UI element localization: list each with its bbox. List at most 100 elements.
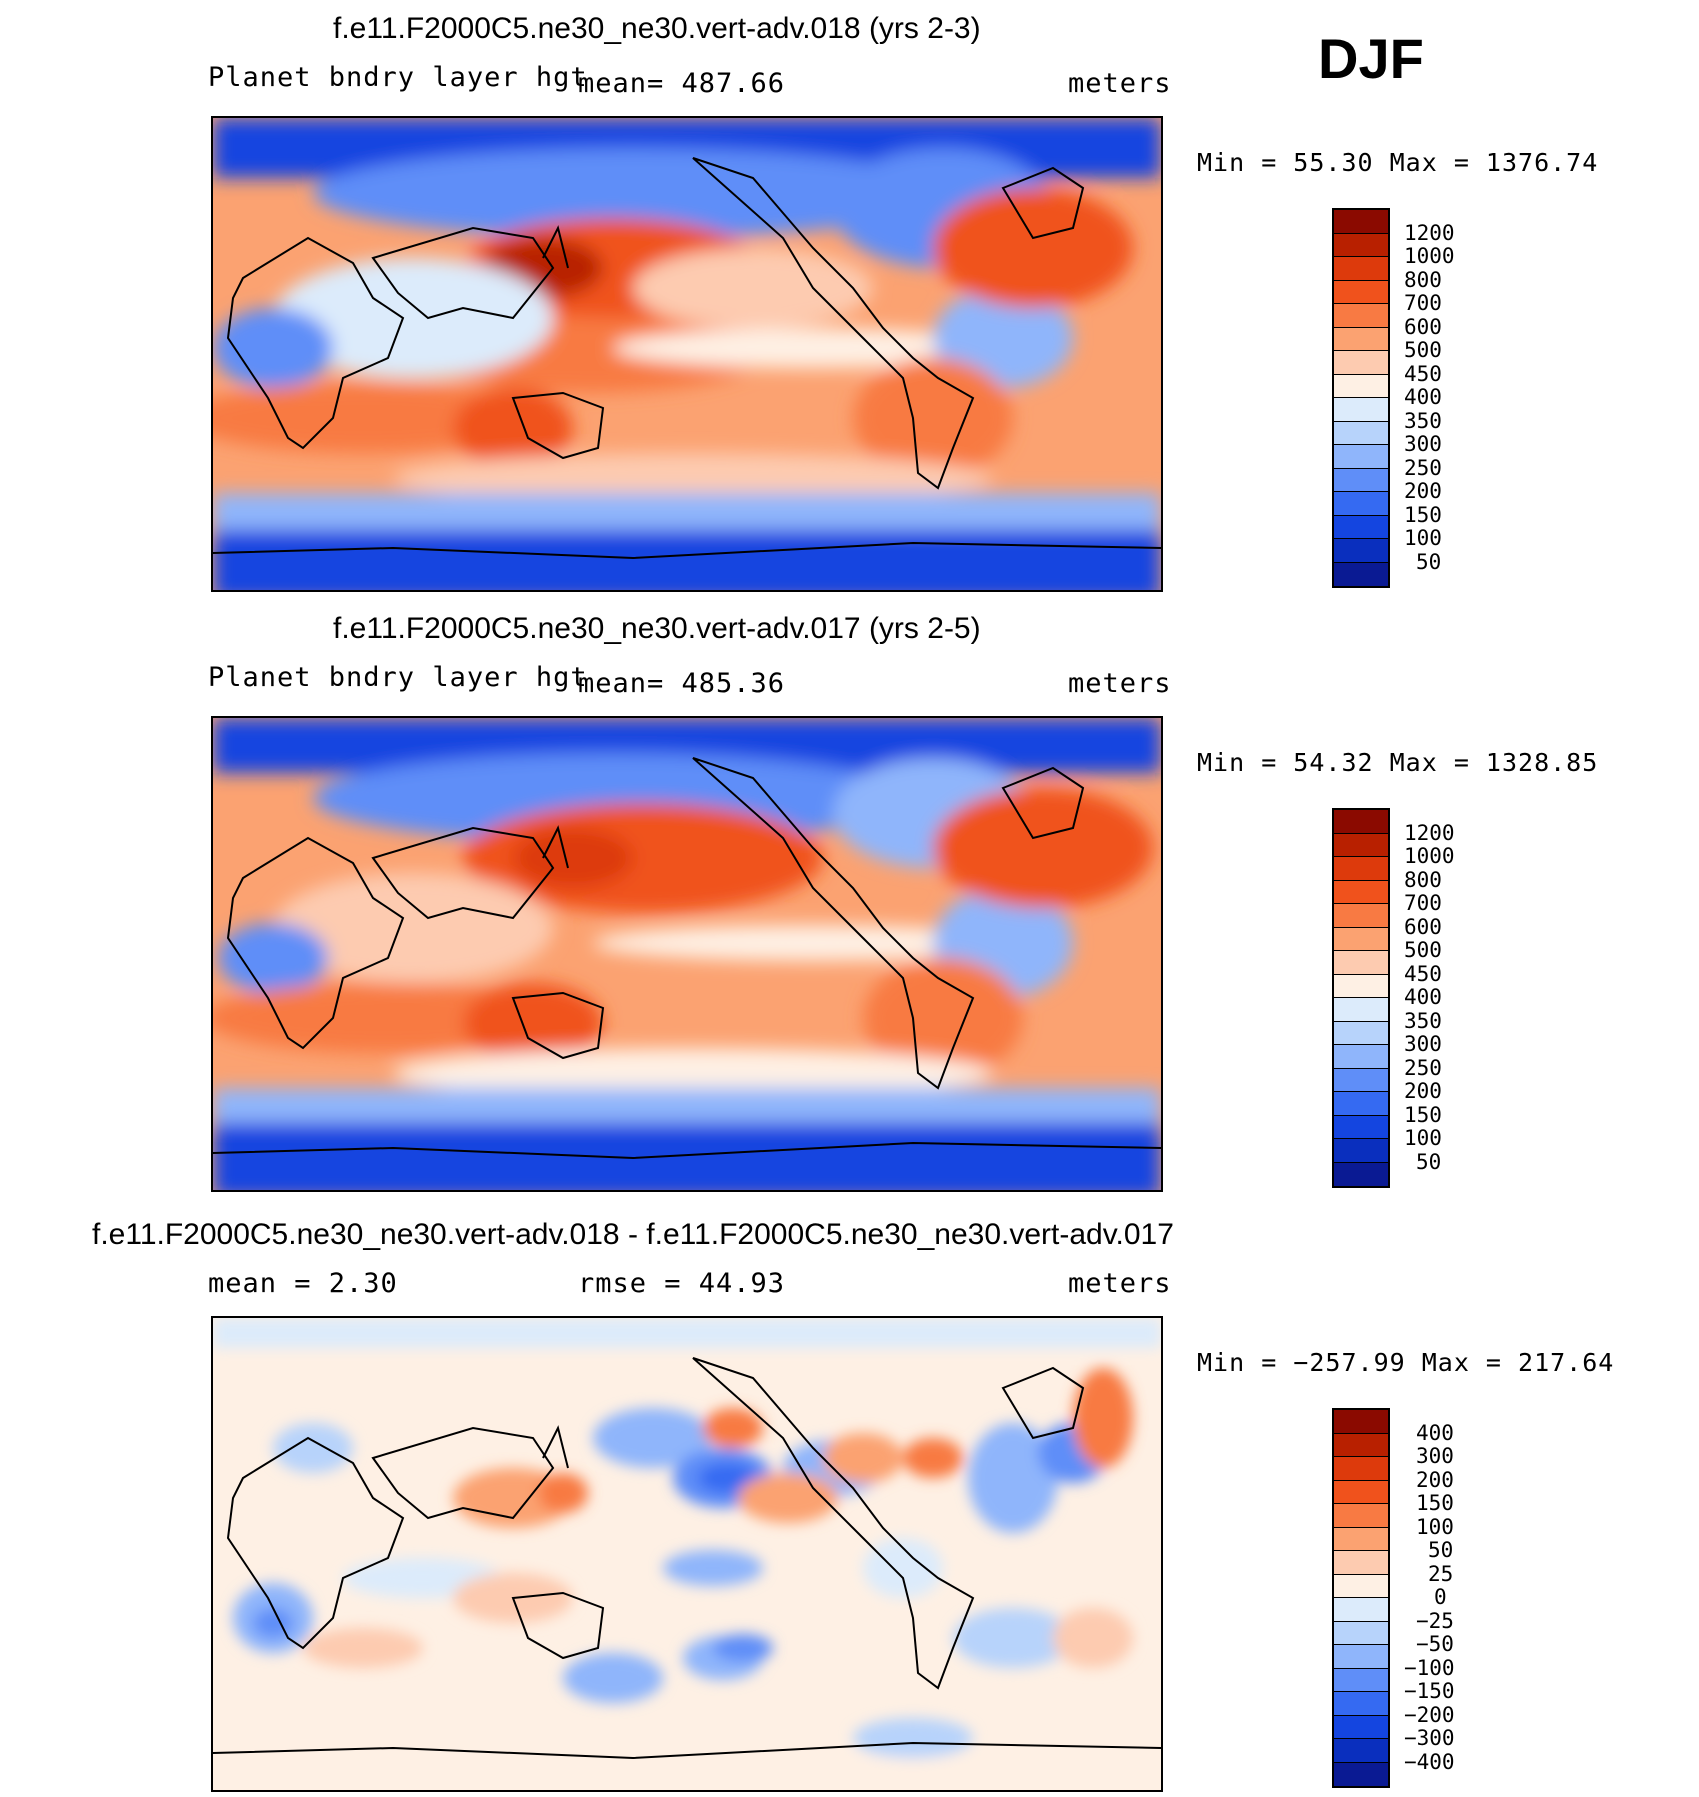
colorbar-swatch bbox=[1334, 421, 1388, 445]
colorbar-label: 100 bbox=[1404, 1126, 1442, 1150]
colorbar-label: 250 bbox=[1404, 456, 1442, 480]
colorbar-label: 500 bbox=[1404, 938, 1442, 962]
panel-2-units: meters bbox=[1068, 668, 1172, 699]
colorbar-label: 250 bbox=[1404, 1056, 1442, 1080]
colorbar-swatch bbox=[1334, 304, 1388, 328]
colorbar-swatch bbox=[1334, 374, 1388, 398]
panel-1-units: meters bbox=[1068, 68, 1172, 99]
colorbar-swatch bbox=[1334, 327, 1388, 351]
panel-2-map bbox=[211, 716, 1163, 1192]
panel-1-mean: mean= 487.66 bbox=[578, 68, 786, 99]
panel-1-colorbar bbox=[1332, 208, 1390, 588]
panel-1-minmax: Min = 55.30 Max = 1376.74 bbox=[1197, 148, 1599, 177]
colorbar-swatch bbox=[1334, 210, 1388, 234]
colorbar-label: 50 bbox=[1416, 550, 1442, 574]
colorbar-swatch bbox=[1334, 1410, 1388, 1434]
colorbar-swatch bbox=[1334, 951, 1388, 975]
colorbar-swatch bbox=[1334, 1645, 1388, 1669]
colorbar-swatch bbox=[1334, 1598, 1388, 1622]
colorbar-swatch bbox=[1334, 1162, 1388, 1186]
colorbar-label: 150 bbox=[1404, 1103, 1442, 1127]
colorbar-swatch bbox=[1334, 515, 1388, 539]
colorbar-label: 150 bbox=[1404, 503, 1442, 527]
colorbar-label: −50 bbox=[1416, 1632, 1454, 1656]
colorbar-swatch bbox=[1334, 1139, 1388, 1163]
colorbar-swatch bbox=[1334, 1621, 1388, 1645]
colorbar-label: 150 bbox=[1416, 1491, 1454, 1515]
colorbar-swatch bbox=[1334, 539, 1388, 563]
panel-1-field bbox=[213, 118, 1161, 590]
panel-3-rmse: rmse = 44.93 bbox=[578, 1268, 786, 1299]
colorbar-swatch bbox=[1334, 351, 1388, 375]
colorbar-swatch bbox=[1334, 562, 1388, 586]
colorbar-label: 50 bbox=[1428, 1538, 1454, 1562]
panel-1-variable: Planet bndry layer hgt bbox=[208, 62, 588, 93]
colorbar-label: 400 bbox=[1416, 1421, 1454, 1445]
colorbar-swatch bbox=[1334, 998, 1388, 1022]
colorbar-label: −150 bbox=[1404, 1679, 1455, 1703]
colorbar-swatch bbox=[1334, 1574, 1388, 1598]
panel-2-colorbar bbox=[1332, 808, 1390, 1188]
colorbar-swatch bbox=[1334, 974, 1388, 998]
colorbar-label: 200 bbox=[1416, 1468, 1454, 1492]
panel-3-colorbar bbox=[1332, 1408, 1390, 1788]
colorbar-swatch bbox=[1334, 1115, 1388, 1139]
colorbar-swatch bbox=[1334, 1457, 1388, 1481]
colorbar-swatch bbox=[1334, 1021, 1388, 1045]
colorbar-swatch bbox=[1334, 1045, 1388, 1069]
colorbar-label: 600 bbox=[1404, 315, 1442, 339]
colorbar-label: 450 bbox=[1404, 962, 1442, 986]
colorbar-label: 300 bbox=[1404, 1032, 1442, 1056]
colorbar-swatch bbox=[1334, 810, 1388, 834]
colorbar-label: 1200 bbox=[1404, 221, 1455, 245]
colorbar-swatch bbox=[1334, 257, 1388, 281]
colorbar-swatch bbox=[1334, 1739, 1388, 1763]
colorbar-swatch bbox=[1334, 1762, 1388, 1786]
colorbar-label: −100 bbox=[1404, 1656, 1455, 1680]
colorbar-swatch bbox=[1334, 857, 1388, 881]
colorbar-label: 1000 bbox=[1404, 244, 1455, 268]
colorbar-label: 700 bbox=[1404, 891, 1442, 915]
colorbar-label: 700 bbox=[1404, 291, 1442, 315]
panel-2-variable: Planet bndry layer hgt bbox=[208, 662, 588, 693]
colorbar-swatch bbox=[1334, 1433, 1388, 1457]
colorbar-label: 450 bbox=[1404, 362, 1442, 386]
colorbar-swatch bbox=[1334, 1504, 1388, 1528]
colorbar-label: 350 bbox=[1404, 409, 1442, 433]
colorbar-label: 200 bbox=[1404, 1079, 1442, 1103]
colorbar-label: −200 bbox=[1404, 1703, 1455, 1727]
colorbar-swatch bbox=[1334, 1715, 1388, 1739]
colorbar-swatch bbox=[1334, 1480, 1388, 1504]
panel-2-mean: mean= 485.36 bbox=[578, 668, 786, 699]
colorbar-label: 300 bbox=[1416, 1444, 1454, 1468]
colorbar-label: −300 bbox=[1404, 1726, 1455, 1750]
colorbar-swatch bbox=[1334, 1068, 1388, 1092]
colorbar-label: 25 bbox=[1428, 1562, 1454, 1586]
season-label: DJF bbox=[1318, 27, 1424, 90]
panel-3-map bbox=[211, 1316, 1163, 1792]
colorbar-label: 200 bbox=[1404, 479, 1442, 503]
panel-2-field bbox=[213, 718, 1161, 1190]
colorbar-label: 600 bbox=[1404, 915, 1442, 939]
colorbar-swatch bbox=[1334, 398, 1388, 422]
colorbar-label: −400 bbox=[1404, 1750, 1455, 1774]
colorbar-label: 300 bbox=[1404, 432, 1442, 456]
panel-3-mean: mean = 2.30 bbox=[208, 1268, 398, 1299]
colorbar-label: 100 bbox=[1404, 526, 1442, 550]
colorbar-label: 100 bbox=[1416, 1515, 1454, 1539]
colorbar-swatch bbox=[1334, 904, 1388, 928]
panel-1-map bbox=[211, 116, 1163, 592]
colorbar-label: 400 bbox=[1404, 985, 1442, 1009]
colorbar-swatch bbox=[1334, 1668, 1388, 1692]
colorbar-swatch bbox=[1334, 880, 1388, 904]
colorbar-swatch bbox=[1334, 1527, 1388, 1551]
colorbar-swatch bbox=[1334, 1692, 1388, 1716]
colorbar-swatch bbox=[1334, 492, 1388, 516]
colorbar-swatch bbox=[1334, 468, 1388, 492]
colorbar-swatch bbox=[1334, 927, 1388, 951]
panel-3-units: meters bbox=[1068, 1268, 1172, 1299]
colorbar-swatch bbox=[1334, 1551, 1388, 1575]
colorbar-swatch bbox=[1334, 280, 1388, 304]
colorbar-swatch bbox=[1334, 1092, 1388, 1116]
panel-3-title: f.e11.F2000C5.ne30_ne30.vert-adv.018 - f… bbox=[92, 1218, 1174, 1251]
